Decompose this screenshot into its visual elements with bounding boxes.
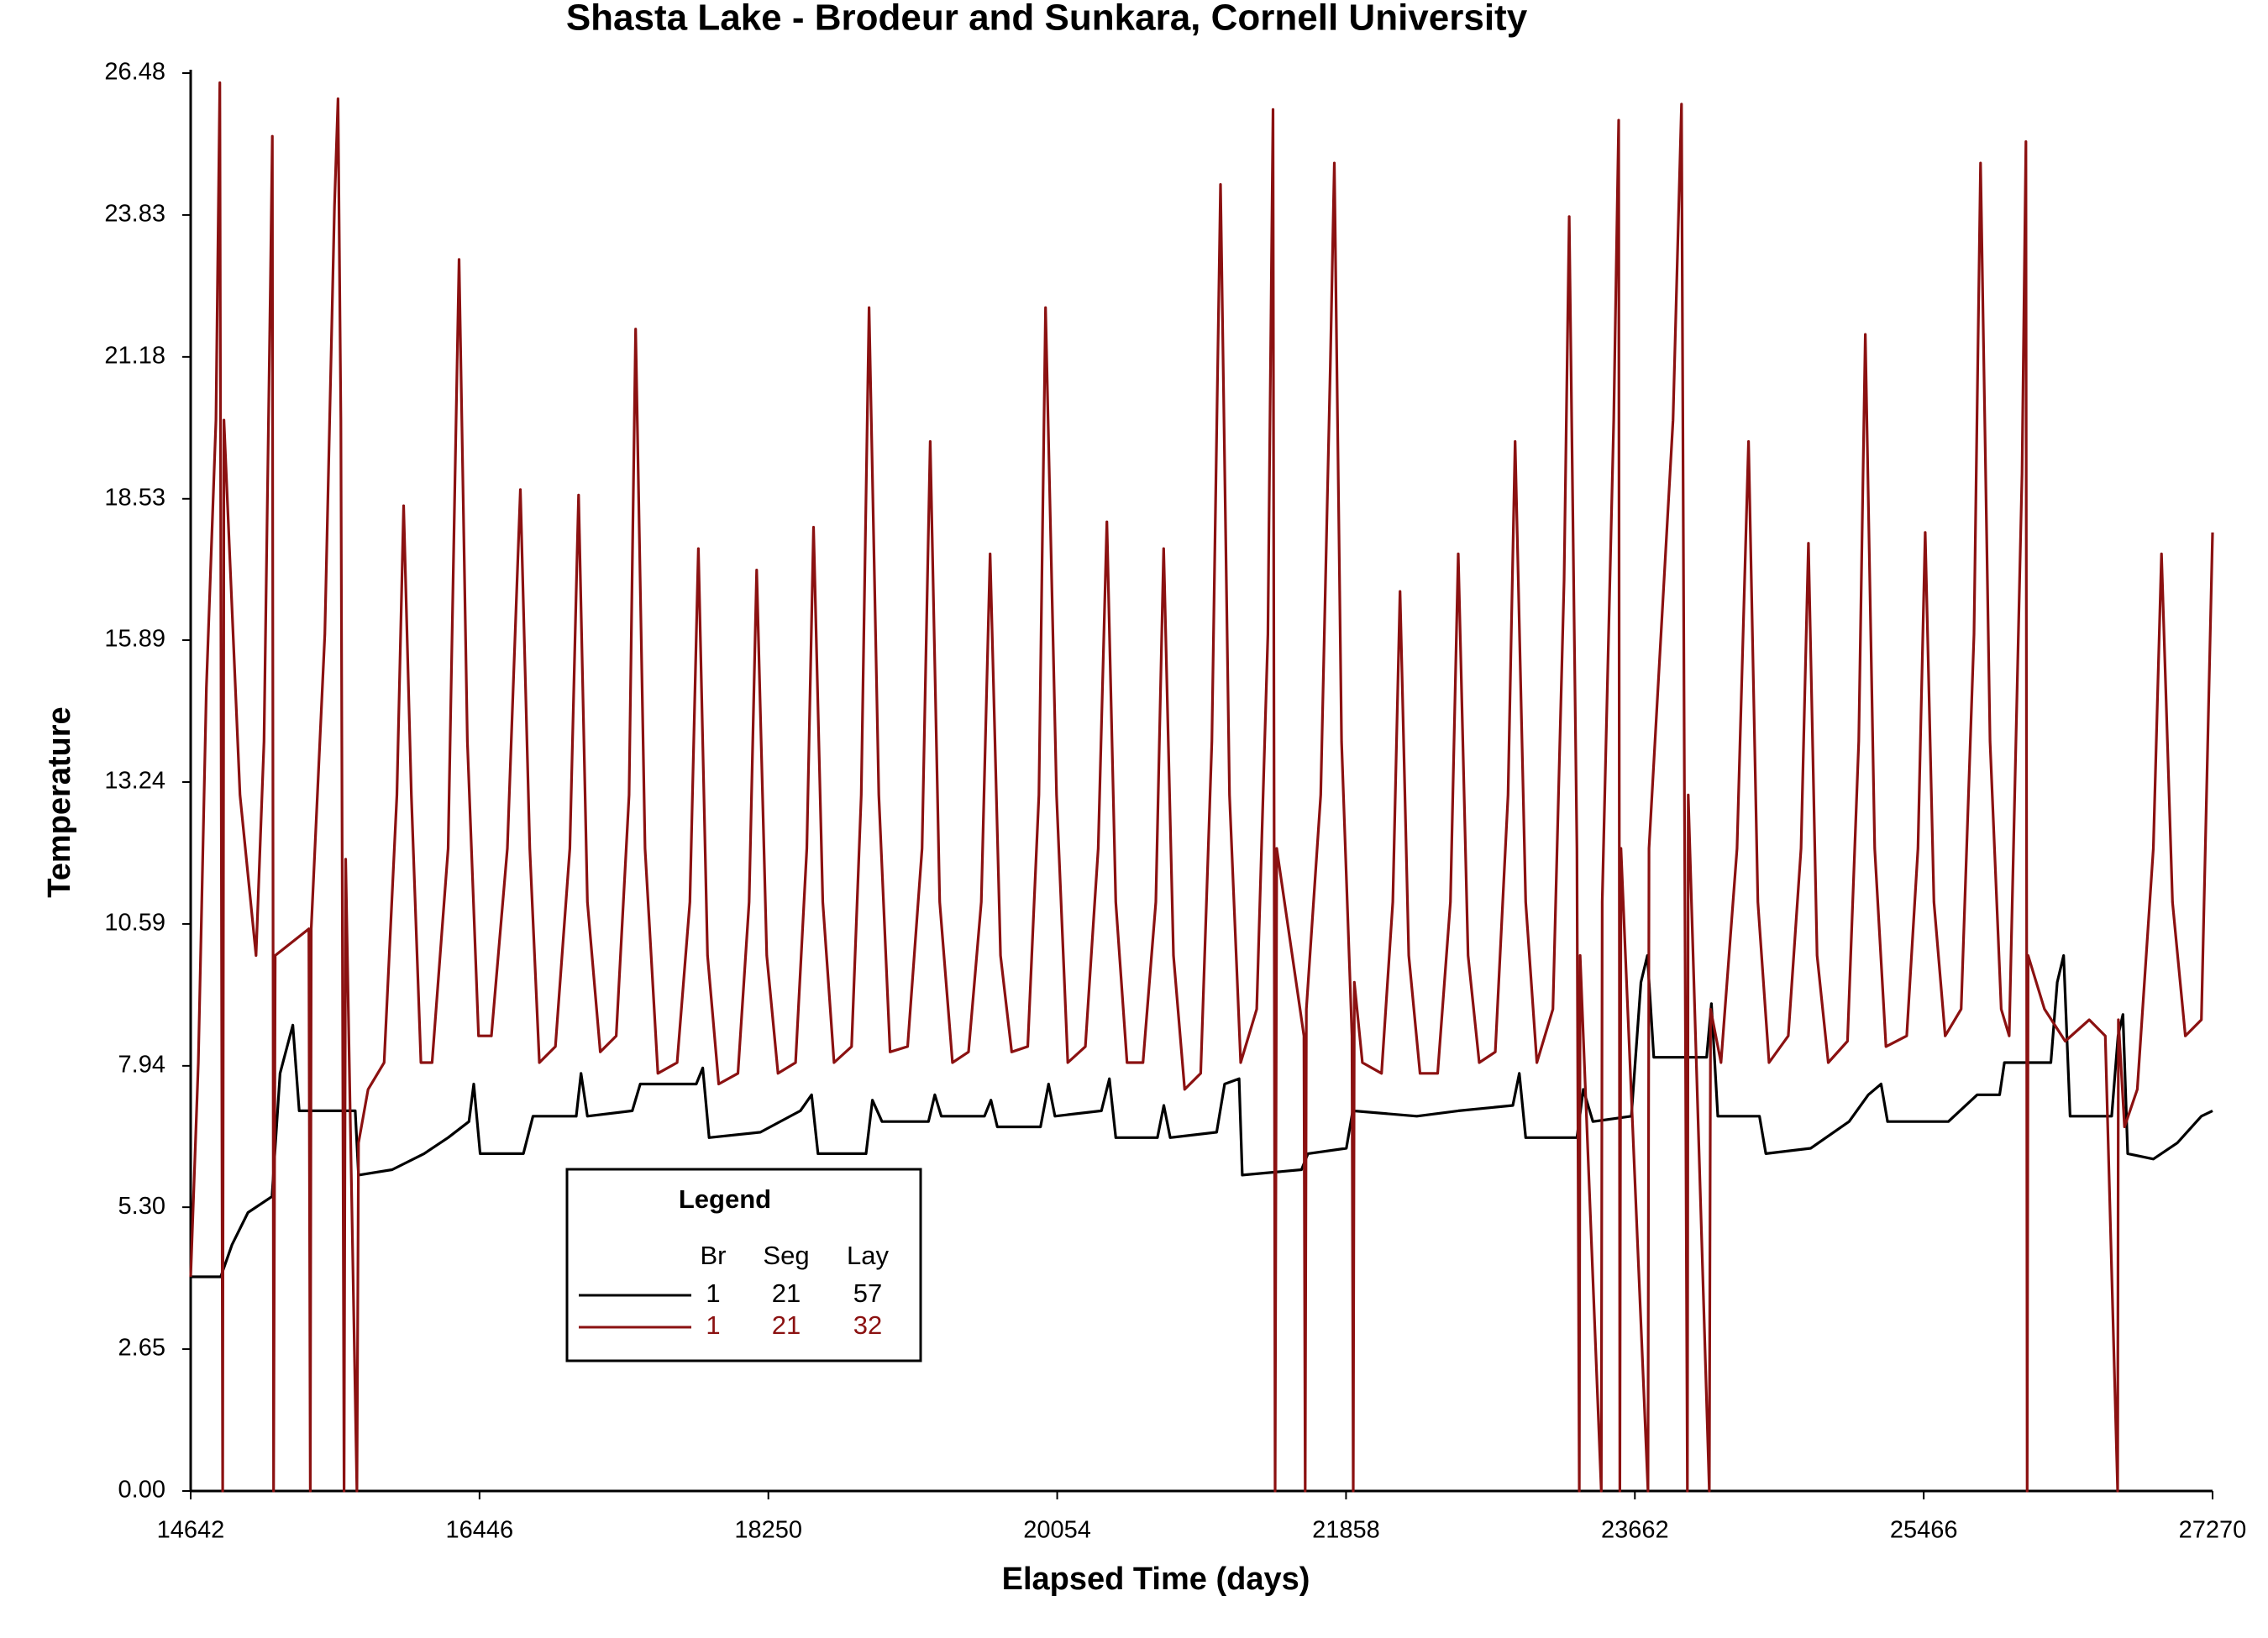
legend-header: Lay bbox=[847, 1241, 889, 1270]
series-line bbox=[191, 953, 2213, 1278]
x-tick-label: 27270 bbox=[2179, 1517, 2247, 1544]
x-tick-label: 20054 bbox=[1023, 1517, 1091, 1544]
y-tick-label: 23.83 bbox=[104, 201, 165, 228]
y-tick-label: 0.00 bbox=[118, 1477, 165, 1504]
legend-title: Legend bbox=[679, 1184, 771, 1214]
y-axis-title: Temperature bbox=[42, 706, 77, 897]
y-tick-label: 10.59 bbox=[104, 910, 165, 937]
y-tick-label: 18.53 bbox=[104, 484, 165, 511]
x-axis-title: Elapsed Time (days) bbox=[1002, 1562, 1310, 1597]
legend-entry: 1 bbox=[706, 1278, 720, 1308]
legend-entry: 1 bbox=[706, 1310, 720, 1340]
x-tick-label: 23662 bbox=[1601, 1517, 1669, 1544]
legend-entry: 32 bbox=[853, 1310, 882, 1340]
legend-box bbox=[565, 1168, 922, 1362]
legend-entry: 21 bbox=[772, 1310, 801, 1340]
x-tick-label: 25466 bbox=[1890, 1517, 1958, 1544]
x-tick-label: 16446 bbox=[446, 1517, 514, 1544]
legend-entry: 21 bbox=[772, 1278, 801, 1308]
y-tick-label: 26.48 bbox=[104, 59, 165, 86]
x-tick-label: 18250 bbox=[734, 1517, 802, 1544]
y-tick-label: 15.89 bbox=[104, 626, 165, 653]
y-tick-label: 21.18 bbox=[104, 343, 165, 370]
y-tick-label: 5.30 bbox=[118, 1193, 165, 1220]
series-line bbox=[189, 81, 2214, 1493]
legend-header: Seg bbox=[763, 1241, 809, 1270]
x-tick-label: 21858 bbox=[1312, 1517, 1380, 1544]
y-tick-label: 13.24 bbox=[104, 768, 165, 795]
legend-header: Br bbox=[701, 1241, 727, 1270]
chart-title: Shasta Lake - Brodeur and Sunkara, Corne… bbox=[566, 0, 1528, 39]
legend: Legend Br Seg Lay 1 21 57 1 21 32 bbox=[565, 1168, 922, 1362]
legend-entry: 57 bbox=[853, 1278, 882, 1308]
y-tick-label: 7.94 bbox=[118, 1052, 165, 1079]
x-tick-label: 14642 bbox=[157, 1517, 225, 1544]
y-tick-label: 2.65 bbox=[118, 1335, 165, 1362]
